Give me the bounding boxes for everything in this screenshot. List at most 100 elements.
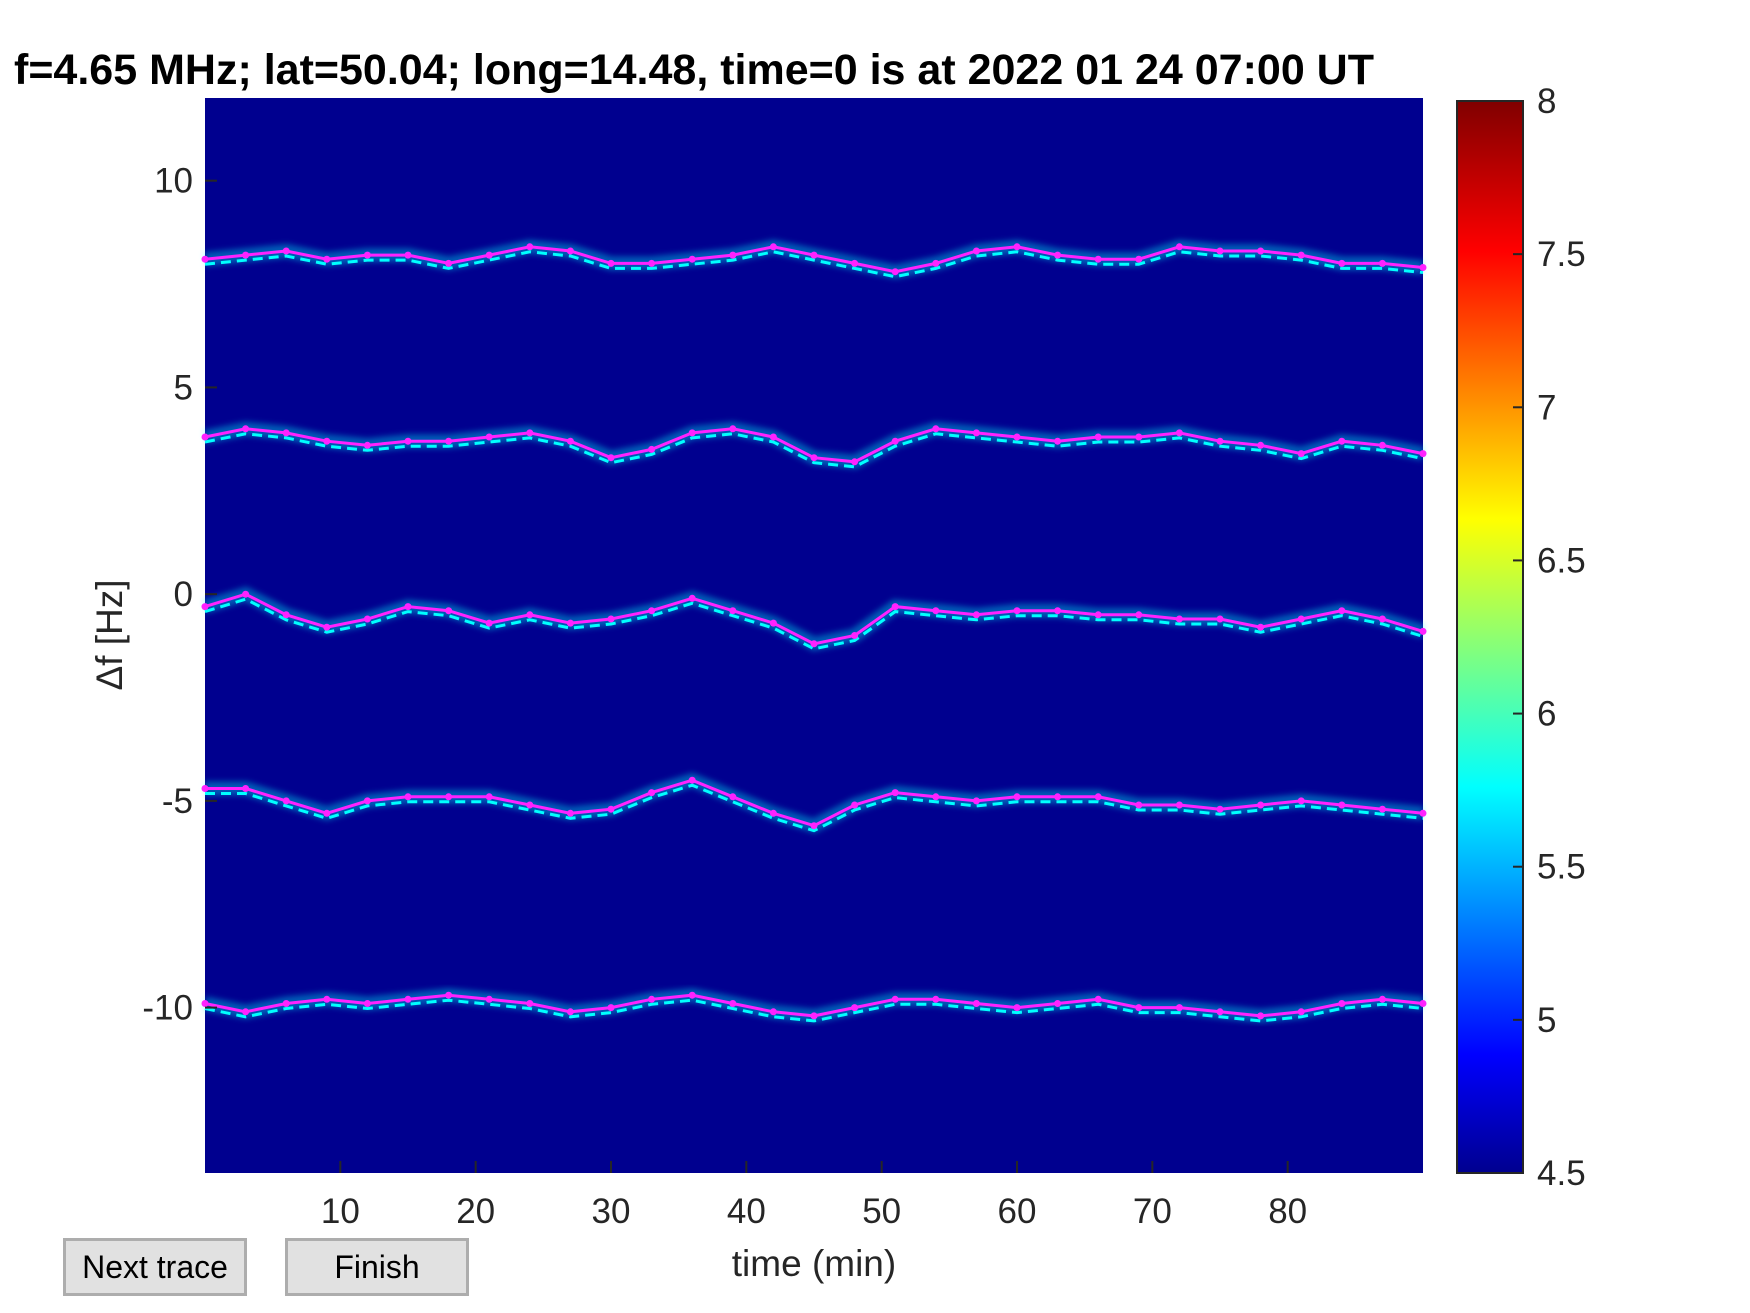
trace-point [932, 607, 940, 615]
trace-point [242, 785, 250, 792]
trace-point [607, 259, 615, 267]
trace-point [445, 259, 453, 267]
trace-point [1419, 627, 1427, 635]
trace-point [729, 1000, 737, 1007]
trace-point [485, 433, 493, 441]
trace-point [769, 433, 777, 441]
trace-point [1054, 793, 1062, 801]
trace-point [1054, 437, 1062, 445]
trace-point [607, 615, 615, 623]
trace-point [404, 251, 412, 259]
colorbar-tick-label: 6 [1537, 695, 1556, 734]
trace-point [688, 991, 696, 999]
trace-point [445, 991, 453, 999]
trace-point [851, 458, 859, 466]
trace-point [1094, 255, 1102, 263]
trace-point [1054, 251, 1062, 259]
trace-point [1216, 437, 1224, 445]
trace-point [648, 607, 656, 615]
trace-point [1419, 450, 1427, 458]
trace-point [1013, 433, 1021, 441]
trace-point [323, 623, 331, 631]
trace-point [363, 615, 371, 623]
trace-point [1175, 615, 1183, 623]
y-tick-label: 10 [154, 162, 193, 201]
x-tick-label: 30 [592, 1192, 631, 1231]
trace-point [1297, 1008, 1305, 1016]
trace-point [1257, 441, 1265, 449]
trace-point [1257, 623, 1265, 631]
x-tick-label: 10 [321, 1192, 360, 1231]
trace-point [891, 789, 899, 797]
trace-point [1419, 264, 1427, 271]
next-trace-button[interactable]: Next trace [63, 1238, 247, 1296]
trace-point [363, 797, 371, 805]
y-axis-ticks: 10 5 0 -5 -10 [142, 162, 217, 1028]
trace-point [485, 251, 493, 259]
trace-point [688, 594, 696, 602]
trace-point [242, 590, 250, 598]
trace-point [810, 454, 818, 462]
trace-point [1054, 607, 1062, 615]
trace-point [1175, 801, 1183, 809]
trace-point [323, 437, 331, 445]
trace-point [1094, 611, 1102, 619]
trace-point [1135, 801, 1143, 809]
trace-point [566, 619, 574, 627]
trace-point [1338, 801, 1346, 809]
trace-point [769, 809, 777, 817]
trace-point [566, 1008, 574, 1016]
trace-point [648, 995, 656, 1003]
trace-point [404, 995, 412, 1003]
colorbar-tick-label: 5 [1537, 1001, 1556, 1040]
trace-point [810, 822, 818, 830]
trace-point [1175, 429, 1183, 437]
trace-point [526, 611, 534, 619]
y-tick-label: 5 [174, 368, 193, 407]
trace-point [1216, 615, 1224, 623]
trace-point [607, 1004, 615, 1012]
trace-point [445, 437, 453, 445]
trace-point [851, 632, 859, 639]
trace-point [932, 425, 940, 433]
trace-point [1135, 611, 1143, 619]
trace-point [282, 1000, 290, 1007]
trace-point [1257, 801, 1265, 809]
trace-point [1216, 1008, 1224, 1016]
trace-point [526, 243, 534, 251]
trace-point [242, 1008, 250, 1016]
trace-point [648, 445, 656, 453]
x-tick-label: 20 [456, 1192, 495, 1231]
colorbar-tick-label: 4.5 [1537, 1154, 1586, 1193]
trace-point [1013, 243, 1021, 251]
trace-point [1175, 243, 1183, 251]
trace-secondary-3 [204, 597, 1424, 651]
trace-point [607, 805, 615, 813]
trace-point [810, 1012, 818, 1020]
trace-point [1378, 259, 1386, 267]
trace-point [282, 247, 290, 255]
trace-point [607, 454, 615, 462]
trace-point [932, 793, 940, 801]
trace-point [242, 425, 250, 433]
y-axis-label: Δf [Hz] [89, 579, 130, 690]
trace-point [972, 611, 980, 619]
trace-point [648, 789, 656, 797]
trace-point [323, 255, 331, 263]
trace-point [729, 607, 737, 615]
x-tick-label: 80 [1268, 1192, 1307, 1231]
trace-point [1419, 809, 1427, 817]
finish-button[interactable]: Finish [285, 1238, 469, 1296]
trace-secondary-5 [204, 998, 1424, 1023]
trace-point [891, 603, 899, 611]
trace-point [445, 607, 453, 615]
trace-point [1257, 247, 1265, 255]
colorbar-tick-label: 6.5 [1537, 541, 1586, 580]
trace-point [1135, 433, 1143, 441]
x-tick-label: 60 [998, 1192, 1037, 1231]
trace-point [810, 640, 818, 648]
trace-point [1378, 995, 1386, 1003]
trace-point [1216, 247, 1224, 255]
trace-point [851, 801, 859, 809]
trace-point [282, 611, 290, 619]
